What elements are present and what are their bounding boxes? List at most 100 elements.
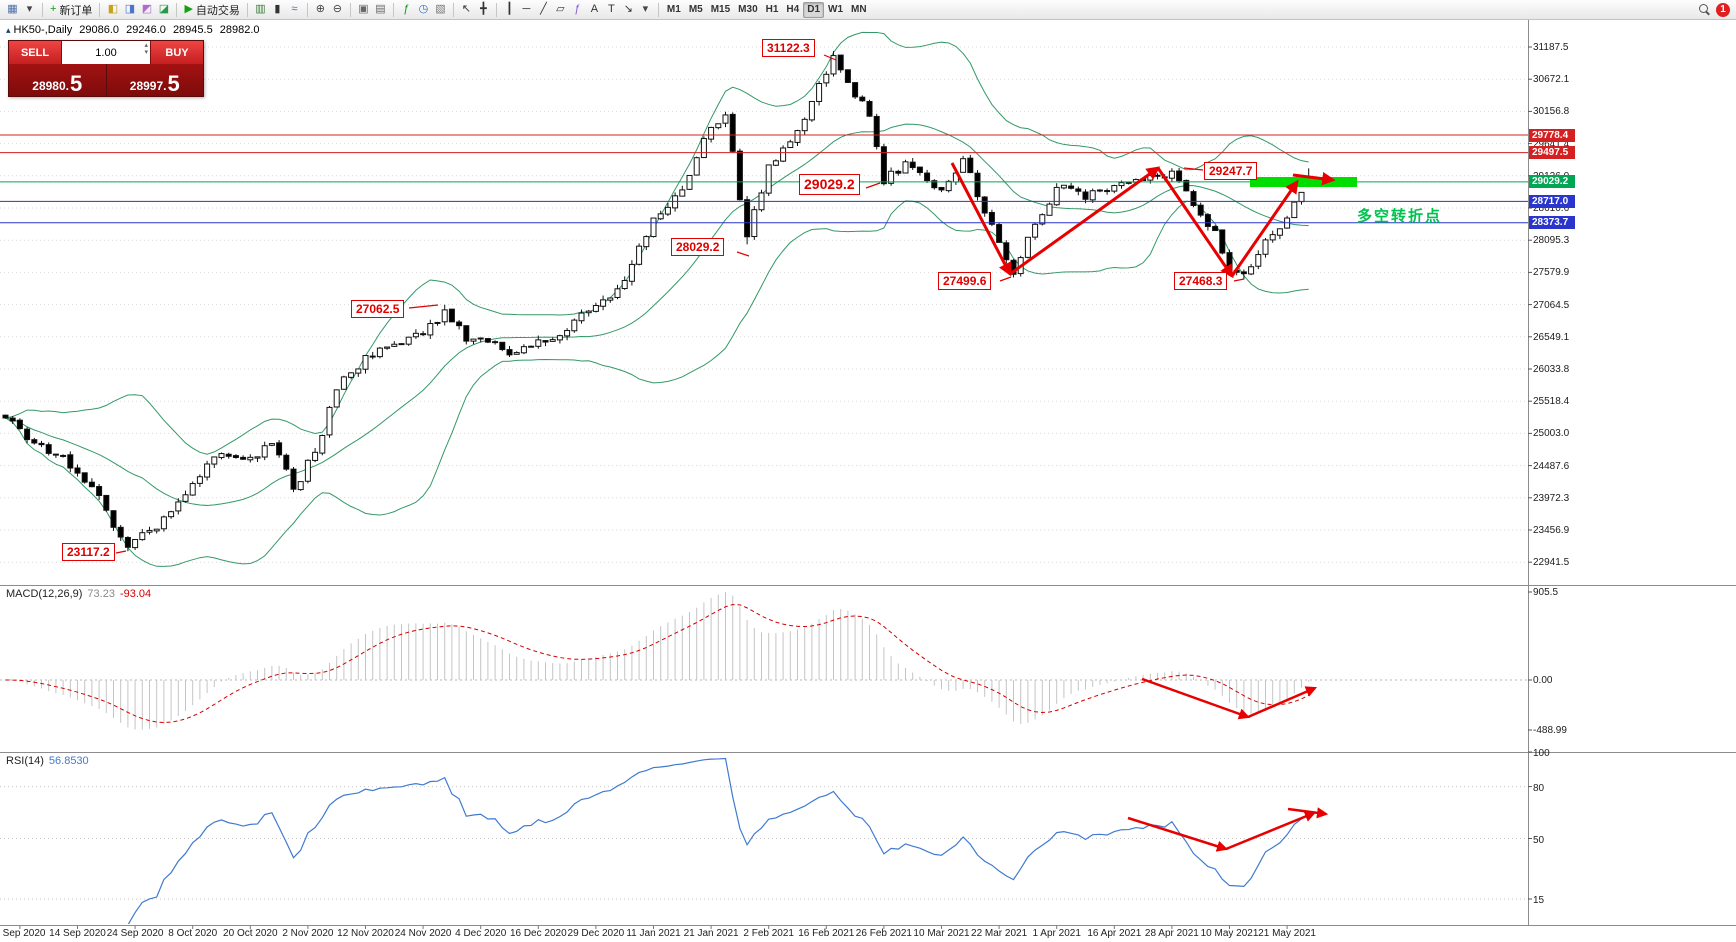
macd-label: MACD(12,26,9) 73.23 -93.04 xyxy=(6,588,156,600)
candles xyxy=(2,51,1312,552)
main-panel[interactable] xyxy=(0,31,1528,567)
price-callout-23117.2[interactable]: 23117.2 xyxy=(62,543,115,561)
channel-button[interactable]: ▱ xyxy=(552,1,569,19)
shapes-button[interactable]: ↘ xyxy=(620,1,637,19)
rsi-tick-80: 80 xyxy=(1533,782,1545,794)
trend-arrow[interactable] xyxy=(1156,167,1234,279)
timeframe-m5-button[interactable]: M5 xyxy=(685,2,707,18)
sell-button-label: SELL xyxy=(20,46,50,59)
trend-arrow[interactable] xyxy=(1287,807,1329,819)
date-tick: 28 Apr 2021 xyxy=(1144,928,1199,939)
bull-bear-turning-point-label[interactable]: 多空转折点 xyxy=(1357,208,1443,225)
price-tick-23456.9: 23456.9 xyxy=(1533,525,1570,536)
timeframe-m1-button[interactable]: M1 xyxy=(663,2,685,18)
toolbar-separator xyxy=(392,2,394,17)
buy-price[interactable]: 28997. 5 xyxy=(105,64,204,96)
trend-arrow[interactable] xyxy=(1247,686,1318,719)
timeframe-m30-button[interactable]: M30 xyxy=(734,2,761,18)
bar-chart-mode-button[interactable]: ▥ xyxy=(252,1,269,19)
volume-down-icon[interactable]: ▾ xyxy=(144,49,148,56)
tile-windows-button[interactable]: ▣ xyxy=(355,1,372,19)
price-callout-27499.6[interactable]: 27499.6 xyxy=(938,272,992,290)
price-callout-27062.5[interactable]: 27062.5 xyxy=(351,300,405,318)
zoom-out-button[interactable]: ⊖ xyxy=(329,1,346,19)
timeframe-h4-button[interactable]: H4 xyxy=(782,2,803,18)
price-callout-27468.3[interactable]: 27468.3 xyxy=(1174,272,1228,290)
auto-arrange-button[interactable]: ▤ xyxy=(372,1,389,19)
horizontal-line-button[interactable]: ─ xyxy=(518,1,535,19)
indicators-button[interactable]: ƒ xyxy=(398,1,415,19)
text-button[interactable]: A xyxy=(586,1,603,19)
trend-arrow[interactable] xyxy=(1230,179,1299,277)
volume-field[interactable]: 1.00 ▴ ▾ xyxy=(62,41,150,64)
sell-price[interactable]: 28980. 5 xyxy=(9,64,106,96)
sell-price-big-digit: 5 xyxy=(69,71,83,96)
toolbar-separator xyxy=(176,2,178,17)
shapes-icon: ↘ xyxy=(623,3,634,15)
periods-button[interactable]: ◷ xyxy=(415,1,432,19)
terminal-icon: ◪ xyxy=(158,3,170,15)
new-order-button[interactable]: + 新订单 xyxy=(47,1,95,19)
trend-arrow[interactable] xyxy=(1127,816,1229,852)
ohlc-high: 29246.0 xyxy=(126,24,166,36)
text-label-icon: T xyxy=(608,3,615,15)
line-chart-mode-button[interactable]: ≈ xyxy=(286,1,303,19)
trend-arrow[interactable] xyxy=(1225,811,1317,851)
fibonacci-icon: ƒ xyxy=(574,3,581,15)
price-callout-29029.2[interactable]: 29029.2 xyxy=(799,174,860,195)
templates-button[interactable]: ▧ xyxy=(432,1,449,19)
search-icon[interactable] xyxy=(1698,3,1711,16)
timeframe-d1-button[interactable]: D1 xyxy=(803,1,825,18)
highlight-zone-bar[interactable] xyxy=(1250,177,1357,187)
toolbar-separator xyxy=(42,2,43,17)
price-tick-24487.6: 24487.6 xyxy=(1533,460,1570,472)
candle-chart-mode-button[interactable]: ▮ xyxy=(269,1,286,19)
timeframe-m15-button[interactable]: M15 xyxy=(707,2,734,18)
crosshair-button[interactable]: ╋ xyxy=(475,1,492,19)
trend-arrow[interactable] xyxy=(950,162,1012,277)
timeframe-w1-button[interactable]: W1 xyxy=(824,2,847,18)
market-watch-button[interactable]: ◧ xyxy=(104,1,121,19)
rsi-panel[interactable] xyxy=(0,757,1528,925)
price-callout-31122.3[interactable]: 31122.3 xyxy=(762,39,815,57)
collapse-icon[interactable]: ▴ xyxy=(6,25,11,35)
navigator-button[interactable]: ◩ xyxy=(138,1,155,19)
data-window-icon: ◨ xyxy=(124,3,136,15)
data-window-button[interactable]: ◨ xyxy=(121,1,138,19)
timeframe-mn-button[interactable]: MN xyxy=(847,2,871,18)
window-list-dropdown-button[interactable]: ▾ xyxy=(21,1,38,19)
date-tick: 21 Jan 2021 xyxy=(683,928,739,939)
date-tick: 14 Sep 2020 xyxy=(49,928,106,939)
price-callout-29247.7[interactable]: 29247.7 xyxy=(1204,162,1258,180)
periods-icon: ◷ xyxy=(418,3,429,15)
fibonacci-button[interactable]: ƒ xyxy=(569,1,586,19)
timeframe-h1-button[interactable]: H1 xyxy=(762,2,783,18)
shapes-dropdown-button[interactable]: ▾ xyxy=(637,1,654,19)
volume-up-icon[interactable]: ▴ xyxy=(144,42,148,49)
vertical-line-button[interactable]: ┃ xyxy=(501,1,518,19)
zoom-in-button[interactable]: ⊕ xyxy=(312,1,329,19)
auto-trading-button[interactable]: ▶ 自动交易 xyxy=(181,1,242,19)
price-callout-28029.2[interactable]: 28029.2 xyxy=(671,238,725,256)
volume-value[interactable]: 1.00 xyxy=(95,46,117,59)
buy-button[interactable]: BUY xyxy=(150,41,203,64)
charts-window-button[interactable]: ▦ xyxy=(4,1,21,19)
notification-badge[interactable]: 1 xyxy=(1716,2,1730,17)
terminal-button[interactable]: ◪ xyxy=(155,1,172,19)
cursor-button[interactable]: ↖ xyxy=(458,1,475,19)
sell-button[interactable]: SELL xyxy=(9,41,62,64)
trendline-button[interactable]: ╱ xyxy=(535,1,552,19)
date-tick: 8 Oct 2020 xyxy=(168,928,218,939)
trend-arrow[interactable] xyxy=(1009,166,1161,276)
macd-panel[interactable] xyxy=(0,592,1528,730)
trend-arrow[interactable] xyxy=(1141,677,1251,720)
templates-icon: ▧ xyxy=(435,3,446,15)
trend-arrow[interactable] xyxy=(1292,171,1336,186)
shapes-dropdown-icon: ▾ xyxy=(642,3,649,15)
volume-spinner[interactable]: ▴ ▾ xyxy=(144,42,148,56)
text-label-button[interactable]: T xyxy=(603,1,620,19)
toolbar-separator xyxy=(657,2,659,17)
auto-trading-icon: ▶ xyxy=(184,3,193,15)
